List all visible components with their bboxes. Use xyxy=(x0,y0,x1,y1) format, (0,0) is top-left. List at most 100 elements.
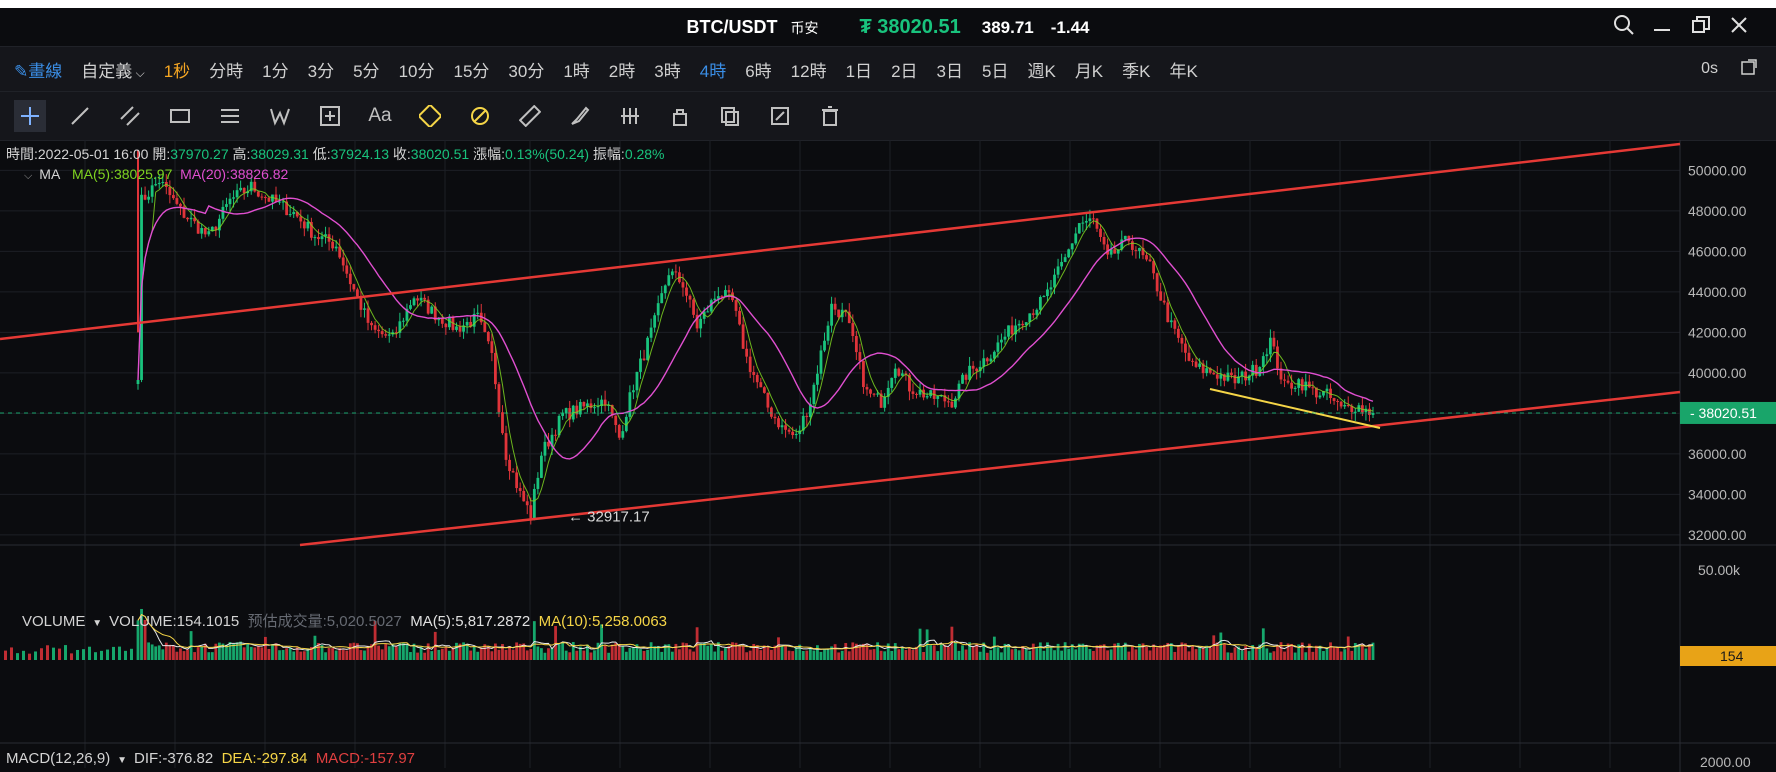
volume-ma5-value: MA(5):5,817.2872 xyxy=(410,613,531,630)
interval-10[interactable]: 3時 xyxy=(654,61,681,81)
popout-icon[interactable] xyxy=(1740,58,1758,81)
volume-bar xyxy=(232,643,235,660)
ruler-icon[interactable] xyxy=(514,100,546,132)
macd-legend[interactable]: MACD(12,26,9) ▼ DIF:-376.82 DEA:-297.84 … xyxy=(6,750,415,767)
macd-indicator-name[interactable]: MACD(12,26,9) xyxy=(6,750,111,767)
custom-interval-dropdown[interactable]: 自定義 ⌵ xyxy=(81,57,144,82)
search-icon[interactable] xyxy=(1607,14,1641,42)
candle-body xyxy=(1074,233,1078,244)
candle-body xyxy=(808,404,812,418)
brush-icon[interactable] xyxy=(564,100,596,132)
volume-bar xyxy=(348,643,352,660)
volume-bar xyxy=(589,652,593,660)
fib-retracement-icon[interactable] xyxy=(414,100,446,132)
chevron-down-icon[interactable]: ⌵ xyxy=(24,170,36,182)
fib-circle-icon[interactable] xyxy=(464,100,496,132)
volume-bar xyxy=(770,649,773,660)
chart-area[interactable]: 50000.00 48000.00 46000.00 44000.00 42000.00… xyxy=(0,140,1776,772)
volume-bar xyxy=(341,649,345,660)
interval-9[interactable]: 2時 xyxy=(608,61,636,81)
volume-bar xyxy=(175,651,179,660)
volume-bar xyxy=(94,652,97,660)
interval-17[interactable]: 5日 xyxy=(982,61,1009,81)
trash-icon[interactable] xyxy=(814,100,846,132)
interval-18[interactable]: 週K xyxy=(1027,61,1056,81)
volume-bar xyxy=(295,647,299,660)
edit-icon[interactable] xyxy=(764,100,796,132)
candle-body xyxy=(1155,273,1159,292)
volume-bar xyxy=(458,643,462,660)
ma-indicator-name[interactable]: MA xyxy=(39,166,61,182)
candle-body xyxy=(550,434,554,447)
volume-bar xyxy=(157,645,161,660)
interval-6[interactable]: 15分 xyxy=(453,61,490,81)
volume-bar xyxy=(179,648,182,660)
candle-body xyxy=(770,407,773,417)
volume-bar xyxy=(501,644,504,660)
volume-legend[interactable]: VOLUME ▼ VOLUME:154.1015 预估成交量:5,020.502… xyxy=(22,610,667,631)
candle-body xyxy=(179,203,182,207)
chart-canvas[interactable]: 50000.00 48000.00 46000.00 44000.00 42000.00… xyxy=(0,140,1776,772)
symbol-label[interactable]: BTC/USDT xyxy=(686,17,778,37)
interval-12[interactable]: 6時 xyxy=(745,61,772,81)
interval-16[interactable]: 3日 xyxy=(936,61,963,81)
candle-body xyxy=(812,384,816,405)
interval-20[interactable]: 季K xyxy=(1122,61,1151,81)
chevron-down-icon[interactable]: ▼ xyxy=(114,755,130,766)
candle-body xyxy=(911,391,915,394)
interval-5[interactable]: 10分 xyxy=(398,61,435,81)
interval-4[interactable]: 5分 xyxy=(353,61,380,81)
volume-bar xyxy=(58,648,61,660)
pattern-icon[interactable] xyxy=(614,100,646,132)
interval-19[interactable]: 月K xyxy=(1074,61,1104,81)
interval-21[interactable]: 年K xyxy=(1169,61,1198,81)
rectangle-icon[interactable] xyxy=(164,100,196,132)
interval-0[interactable]: 1秒 xyxy=(163,61,191,81)
candle-body xyxy=(699,318,703,329)
wave-pattern-icon[interactable] xyxy=(264,100,296,132)
interval-15[interactable]: 2日 xyxy=(891,61,918,81)
volume-bar xyxy=(246,643,250,660)
interval-2[interactable]: 1分 xyxy=(262,61,289,81)
interval-8[interactable]: 1時 xyxy=(563,61,590,81)
lock-icon[interactable] xyxy=(664,100,696,132)
volume-ma10-value: MA(10):5,258.0063 xyxy=(538,613,668,630)
volume-bar xyxy=(82,649,85,660)
trend-line-icon[interactable] xyxy=(64,100,96,132)
parallel-channel-icon[interactable] xyxy=(114,100,146,132)
last-price-tag-label: - 38020.51 xyxy=(1690,405,1757,421)
interval-11[interactable]: 4時 xyxy=(699,61,727,81)
chevron-down-icon[interactable]: ▼ xyxy=(89,618,105,629)
interval-13[interactable]: 12時 xyxy=(790,61,827,81)
close-icon[interactable] xyxy=(1722,14,1756,42)
interval-14[interactable]: 1日 xyxy=(845,61,873,81)
horizontal-lines-icon[interactable] xyxy=(214,100,246,132)
crosshair-icon[interactable] xyxy=(14,100,46,132)
interval-1[interactable]: 分時 xyxy=(209,61,244,81)
text-icon[interactable]: Aa xyxy=(368,105,392,126)
candle-body xyxy=(946,401,950,403)
candle-body xyxy=(1272,337,1276,347)
draw-toggle-button[interactable]: ✎畫線 xyxy=(14,61,63,81)
candle-body xyxy=(455,326,458,330)
volume-bar xyxy=(1318,645,1322,660)
interval-7[interactable]: 30分 xyxy=(508,61,545,81)
volume-bar xyxy=(426,643,430,660)
ma-legend[interactable]: ⌵ MA MA(5):38025.97 MA(20):38826.82 xyxy=(24,166,288,183)
restore-icon[interactable] xyxy=(1684,14,1718,42)
volume-bar xyxy=(1159,645,1163,660)
volume-indicator-name[interactable]: VOLUME xyxy=(22,613,86,630)
candle-body xyxy=(1007,325,1010,337)
volume-bar xyxy=(1162,644,1166,660)
candle-body xyxy=(692,299,695,315)
interval-3[interactable]: 3分 xyxy=(307,61,335,81)
copy-icon[interactable] xyxy=(714,100,746,132)
candle-body xyxy=(433,306,437,321)
measure-icon[interactable] xyxy=(314,100,346,132)
minimize-icon[interactable] xyxy=(1645,14,1679,42)
candle-body xyxy=(989,358,993,362)
change-label: 漲幅: xyxy=(473,146,505,162)
candle-body xyxy=(1265,354,1269,357)
volume-bar xyxy=(150,644,154,660)
candle-body xyxy=(1035,309,1039,315)
